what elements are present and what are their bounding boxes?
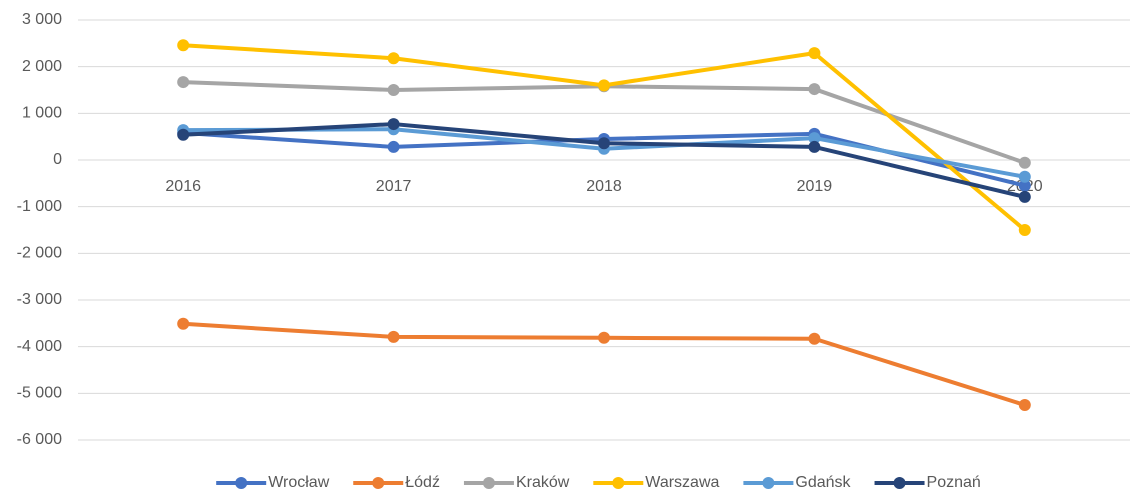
x-tick-label: 2019 xyxy=(797,178,833,195)
y-tick-label: -6 000 xyxy=(17,431,62,448)
data-point xyxy=(1018,190,1031,203)
legend-item: Wrocław xyxy=(216,474,330,491)
legend-dot xyxy=(893,477,906,489)
data-point xyxy=(1018,170,1031,183)
legend-item: Łódź xyxy=(353,474,440,491)
y-tick-label: 0 xyxy=(53,151,62,168)
data-point xyxy=(387,140,400,153)
legend-item: Kraków xyxy=(463,474,570,491)
data-point xyxy=(387,52,400,65)
data-point xyxy=(177,128,190,141)
legend-label: Łódź xyxy=(405,474,440,491)
data-point xyxy=(177,76,190,89)
legend-label: Warszawa xyxy=(645,474,719,491)
data-point xyxy=(598,79,610,92)
data-point xyxy=(1018,156,1031,169)
legend-dot xyxy=(372,477,385,489)
y-tick-label: 2 000 xyxy=(22,58,62,75)
y-tick-label: -1 000 xyxy=(17,198,62,215)
legend-label: Wrocław xyxy=(268,474,329,491)
data-point xyxy=(387,330,400,343)
y-tick-label: -4 000 xyxy=(17,338,62,355)
data-point xyxy=(1018,224,1031,236)
data-point xyxy=(1018,399,1031,411)
y-tick-label: -5 000 xyxy=(17,385,62,402)
y-tick-label: -2 000 xyxy=(17,245,62,262)
data-point xyxy=(808,140,821,153)
x-tick-label: 2016 xyxy=(165,178,201,195)
data-point xyxy=(808,47,821,60)
y-tick-label: 3 000 xyxy=(22,11,62,28)
legend-dot xyxy=(762,477,775,489)
x-tick-label: 2017 xyxy=(376,178,412,195)
y-tick-label: 1 000 xyxy=(22,105,62,122)
data-point xyxy=(808,83,821,96)
data-point xyxy=(177,39,190,52)
legend-label: Poznań xyxy=(927,474,981,491)
x-tick-label: 2018 xyxy=(586,178,622,195)
legend-dot xyxy=(235,477,248,489)
data-point xyxy=(598,137,610,150)
data-point xyxy=(1018,179,1031,192)
legend-label: Kraków xyxy=(516,474,570,491)
legend-item: Poznań xyxy=(874,474,981,491)
data-point xyxy=(177,317,190,330)
y-tick-label: -3 000 xyxy=(17,291,62,308)
data-point xyxy=(387,84,400,96)
legend-label: Gdańsk xyxy=(795,474,851,491)
legend-item: Gdańsk xyxy=(743,474,852,491)
data-point xyxy=(387,118,400,131)
data-point xyxy=(598,331,610,344)
legend-dot xyxy=(482,477,495,489)
legend-dot xyxy=(612,477,625,489)
legend-item: Warszawa xyxy=(593,474,719,491)
legend: Wrocław Łódź Kraków Warszawa Gdańsk Poznań xyxy=(216,474,981,491)
data-point xyxy=(808,132,821,145)
data-point xyxy=(808,332,821,345)
